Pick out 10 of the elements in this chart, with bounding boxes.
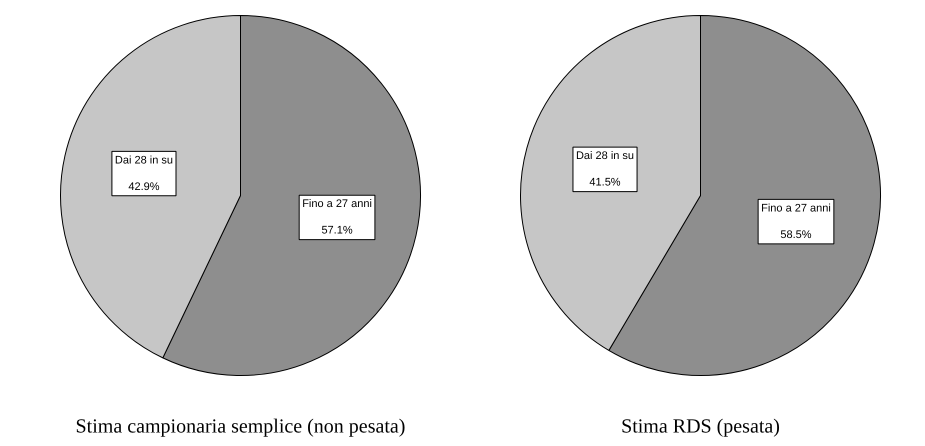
data-label: 42.9% — [128, 180, 160, 193]
data-label: 41.5% — [589, 176, 621, 189]
data-label: 58.5% — [780, 228, 812, 241]
text: Stima RDS (pesata) — [621, 416, 780, 438]
slice-label: Dai 28 in su — [114, 154, 173, 166]
slice-label: Dai 28 in su — [576, 150, 634, 162]
slice-label: Fino a 27 anni — [302, 198, 372, 210]
slice-label: Fino a 27 anni — [761, 202, 831, 214]
text: Stima campionaria semplice (non pesata) — [76, 416, 406, 438]
data-label: 57.1% — [321, 224, 353, 237]
